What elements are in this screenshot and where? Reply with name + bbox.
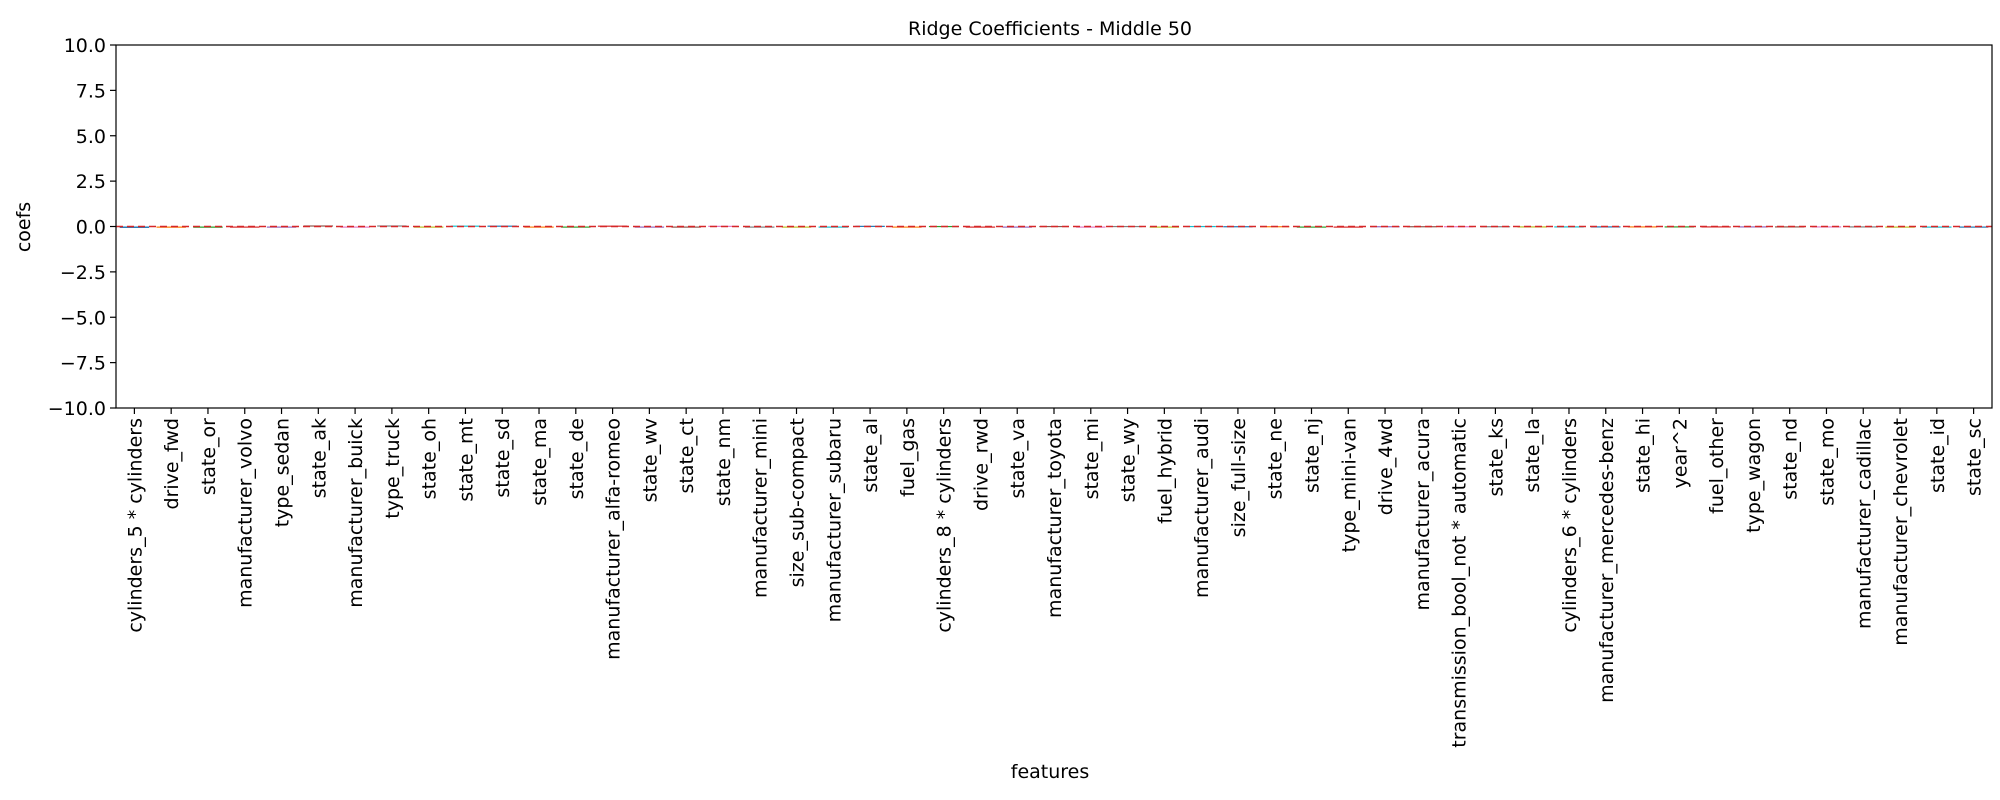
x-tick-label: state_mi xyxy=(1081,418,1103,499)
y-tick-label: 5.0 xyxy=(76,126,106,148)
x-tick-label: manufacturer_chevrolet xyxy=(1890,418,1912,646)
x-tick-label: fuel_other xyxy=(1706,418,1728,514)
bar-manufacturer-volvo xyxy=(230,226,260,228)
bar-type-wagon xyxy=(1738,226,1768,228)
x-tick-label: state_wv xyxy=(639,418,661,502)
x-tick-label: manufacturer_acura xyxy=(1412,418,1434,611)
x-tick-label: state_id xyxy=(1927,418,1949,493)
x-tick-label: type_wagon xyxy=(1743,418,1765,533)
x-tick-label: transmission_bool_not * automatic xyxy=(1449,418,1471,748)
x-tick-label: state_la xyxy=(1522,418,1544,493)
y-tick-label: −2.5 xyxy=(60,262,106,284)
x-tick-label: type_sedan xyxy=(272,418,294,527)
x-tick-label: year^2 xyxy=(1669,418,1691,488)
bar-state-de xyxy=(561,226,591,228)
x-tick-label: cylinders_8 * cylinders xyxy=(934,418,956,633)
bar-manufacturer-buick xyxy=(340,226,370,228)
x-tick-label: state_nj xyxy=(1301,418,1323,493)
y-tick-label: 10.0 xyxy=(64,35,106,57)
y-tick-label: −7.5 xyxy=(60,353,106,375)
x-tick-label: state_al xyxy=(860,418,882,493)
x-tick-label: manufacturer_toyota xyxy=(1044,418,1066,618)
bar-state-va xyxy=(1002,226,1032,228)
bar-state-wy xyxy=(1112,225,1143,228)
x-tick-label: size_full-size xyxy=(1228,418,1250,537)
x-tick-label: state_ma xyxy=(529,418,551,506)
bar-state-sc xyxy=(1958,226,1989,228)
x-tick-label: fuel_gas xyxy=(897,418,919,497)
x-tick-label: drive_rwd xyxy=(970,418,992,511)
y-tick-label: −5.0 xyxy=(60,307,106,329)
x-tick-label: size_sub-compact xyxy=(787,418,809,587)
x-tick-label: state_ct xyxy=(676,418,698,494)
x-tick-label: cylinders_6 * cylinders xyxy=(1559,418,1581,633)
x-tick-label: drive_4wd xyxy=(1375,418,1397,515)
x-tick-label: manufacturer_cadillac xyxy=(1853,418,1875,629)
x-tick-label: state_ak xyxy=(308,418,330,498)
x-tick-label: state_ks xyxy=(1485,418,1507,497)
y-tick-label: 0.0 xyxy=(76,217,106,239)
x-tick-label: manufacturer_buick xyxy=(345,418,367,608)
bar-state-mt xyxy=(450,225,481,227)
bar-state-la xyxy=(1517,226,1547,228)
bar-size-full-size xyxy=(1223,226,1253,228)
bar-cylinders-5-cylinders xyxy=(119,226,150,228)
x-tick-label: state_sc xyxy=(1964,418,1986,496)
x-tick-label: state_sd xyxy=(492,418,514,498)
x-tick-label: state_va xyxy=(1007,418,1029,499)
x-tick-label: state_mt xyxy=(455,418,477,502)
x-tick-label: manufacturer_subaru xyxy=(823,418,845,622)
y-tick-label: 2.5 xyxy=(76,171,106,193)
x-tick-label: state_nm xyxy=(713,418,735,506)
bar-state-hi xyxy=(1627,226,1658,228)
x-tick-label: manufacturer_mercedes-benz xyxy=(1596,418,1618,703)
x-axis-label: features xyxy=(1011,761,1090,783)
y-axis: 10.0 7.5 5.0 2.5 0.0 −2.5 −5.0 −7.5 −10.0 xyxy=(48,35,116,420)
bar-state-nj xyxy=(1296,226,1327,228)
x-axis: cylinders_5 * cylinders drive_fwd state_or… xyxy=(124,408,1986,748)
x-tick-label: state_or xyxy=(198,418,220,495)
y-tick-label: 7.5 xyxy=(76,80,106,102)
x-tick-label: manufacturer_volvo xyxy=(235,418,257,608)
x-tick-label: drive_fwd xyxy=(161,418,183,510)
x-tick-label: state_nd xyxy=(1780,418,1802,500)
x-tick-label: cylinders_5 * cylinders xyxy=(124,418,146,633)
y-axis-label: coefs xyxy=(13,202,35,252)
x-tick-label: state_mo xyxy=(1816,418,1838,506)
x-tick-label: type_truck xyxy=(382,418,404,519)
bar-fuel-gas xyxy=(892,226,922,228)
x-tick-label: state_de xyxy=(566,418,588,499)
x-tick-label: fuel_hybrid xyxy=(1154,418,1176,524)
x-tick-label: state_hi xyxy=(1633,418,1655,493)
x-tick-label: type_mini-van xyxy=(1338,418,1360,552)
x-tick-label: manufacturer_audi xyxy=(1191,418,1213,598)
y-tick-label: −10.0 xyxy=(48,398,106,420)
x-tick-label: state_wy xyxy=(1118,418,1140,502)
bar-manufacturer-cadillac xyxy=(1848,226,1878,228)
x-tick-label: state_oh xyxy=(419,418,441,499)
x-tick-label: manufacturer_alfa-romeo xyxy=(603,418,625,660)
bar-state-ct xyxy=(671,226,701,228)
bar-size-sub-compact xyxy=(781,226,812,228)
chart-title: Ridge Coefficients - Middle 50 xyxy=(908,18,1192,40)
bar-manufacturer-acura xyxy=(1407,226,1437,228)
x-tick-label: manufacturer_mini xyxy=(750,418,772,598)
bar-manufacturer-audi xyxy=(1186,225,1216,228)
x-tick-label: state_ne xyxy=(1265,418,1287,499)
